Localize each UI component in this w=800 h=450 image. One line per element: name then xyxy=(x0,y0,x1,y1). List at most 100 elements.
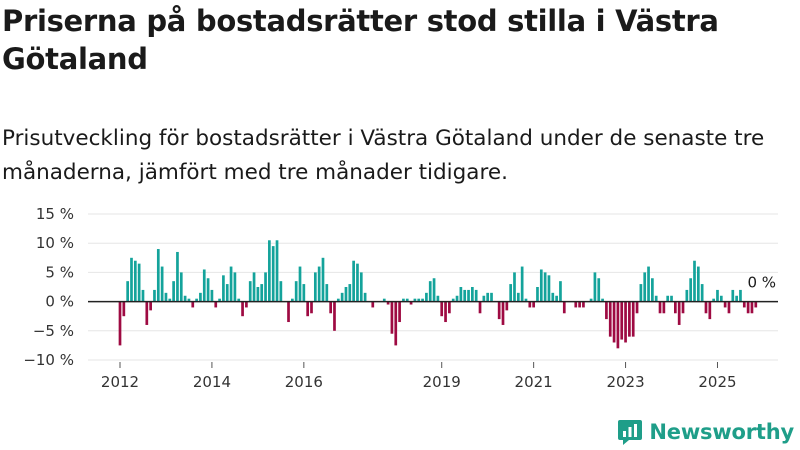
bar xyxy=(597,278,601,302)
bar xyxy=(490,292,493,302)
bar xyxy=(402,298,405,302)
bar xyxy=(176,251,179,302)
bar xyxy=(455,295,459,302)
bar xyxy=(352,260,355,302)
bar xyxy=(651,278,654,302)
bar xyxy=(164,292,168,302)
bar xyxy=(719,295,723,302)
bar xyxy=(723,301,727,308)
bar xyxy=(195,298,198,302)
newsworthy-logo: Newsworthy xyxy=(617,418,794,446)
bar xyxy=(444,301,447,323)
x-tick-label: 2023 xyxy=(606,373,644,391)
bar xyxy=(551,292,555,302)
bar xyxy=(398,301,401,323)
bar xyxy=(421,298,424,302)
bar xyxy=(298,266,302,302)
bar xyxy=(608,301,612,337)
bar xyxy=(428,281,432,302)
bar xyxy=(593,272,597,302)
x-tick-label: 2012 xyxy=(101,373,139,391)
bar xyxy=(486,292,490,302)
bar xyxy=(516,292,520,302)
bar xyxy=(578,301,581,308)
bar xyxy=(674,301,677,314)
bar xyxy=(547,275,551,302)
bar xyxy=(256,287,260,302)
bar xyxy=(210,289,214,302)
bar xyxy=(662,301,666,314)
bar xyxy=(179,272,183,302)
bar xyxy=(264,272,267,302)
bar xyxy=(356,263,359,302)
bar xyxy=(348,284,352,302)
bar xyxy=(520,266,524,302)
bar xyxy=(321,257,325,302)
chart-title: Priserna på bostadsrätter stod stilla i … xyxy=(2,4,719,76)
bar xyxy=(279,281,283,302)
bar xyxy=(153,289,156,302)
bar xyxy=(287,301,290,323)
bar xyxy=(268,240,271,302)
bar xyxy=(631,301,635,337)
bar xyxy=(317,266,321,302)
bar xyxy=(742,301,746,308)
bar xyxy=(302,284,306,302)
bar xyxy=(474,289,478,302)
bar xyxy=(413,298,417,302)
bar xyxy=(555,295,558,302)
bar xyxy=(647,266,650,302)
bar xyxy=(478,301,482,314)
bar xyxy=(605,301,608,320)
bar xyxy=(708,301,712,320)
bar xyxy=(582,301,585,308)
chart-subtitle: Prisutveckling för bostadsrätter i Västr… xyxy=(2,126,765,185)
x-tick-label: 2016 xyxy=(285,373,323,391)
bar xyxy=(218,298,221,302)
bar xyxy=(693,260,696,302)
bar xyxy=(340,292,344,302)
bar xyxy=(325,284,329,302)
bar xyxy=(505,301,509,311)
bar xyxy=(501,301,505,325)
bar xyxy=(635,301,639,314)
bar xyxy=(704,301,708,314)
bar xyxy=(333,301,336,331)
bar xyxy=(467,289,470,302)
bar xyxy=(248,281,252,302)
bar xyxy=(451,298,455,302)
bar xyxy=(199,292,202,302)
bar xyxy=(689,278,693,302)
bar xyxy=(750,301,754,314)
bar xyxy=(371,301,375,308)
bar xyxy=(229,266,233,302)
bar xyxy=(122,301,126,317)
bar xyxy=(222,275,225,302)
bar xyxy=(233,272,237,302)
bar xyxy=(727,301,731,314)
bar xyxy=(245,301,248,308)
bar xyxy=(677,301,681,325)
x-tick-label: 2021 xyxy=(515,373,553,391)
bar xyxy=(432,278,436,302)
bar xyxy=(612,301,616,343)
bar xyxy=(754,301,758,308)
bar xyxy=(620,301,624,340)
brand-name: Newsworthy xyxy=(649,420,794,444)
y-tick-label: 15 % xyxy=(36,205,74,223)
bar xyxy=(731,289,735,302)
bar xyxy=(513,272,516,302)
bar xyxy=(294,281,298,302)
bars xyxy=(118,240,758,349)
bar xyxy=(574,301,578,308)
bar xyxy=(559,281,562,302)
bar xyxy=(539,269,543,302)
y-tick-label: 10 % xyxy=(36,234,74,252)
bar xyxy=(172,281,175,302)
bar xyxy=(666,295,670,302)
bar xyxy=(191,301,195,308)
bar xyxy=(463,289,467,302)
bar xyxy=(459,287,463,302)
bar xyxy=(524,298,528,302)
bar xyxy=(681,301,685,314)
